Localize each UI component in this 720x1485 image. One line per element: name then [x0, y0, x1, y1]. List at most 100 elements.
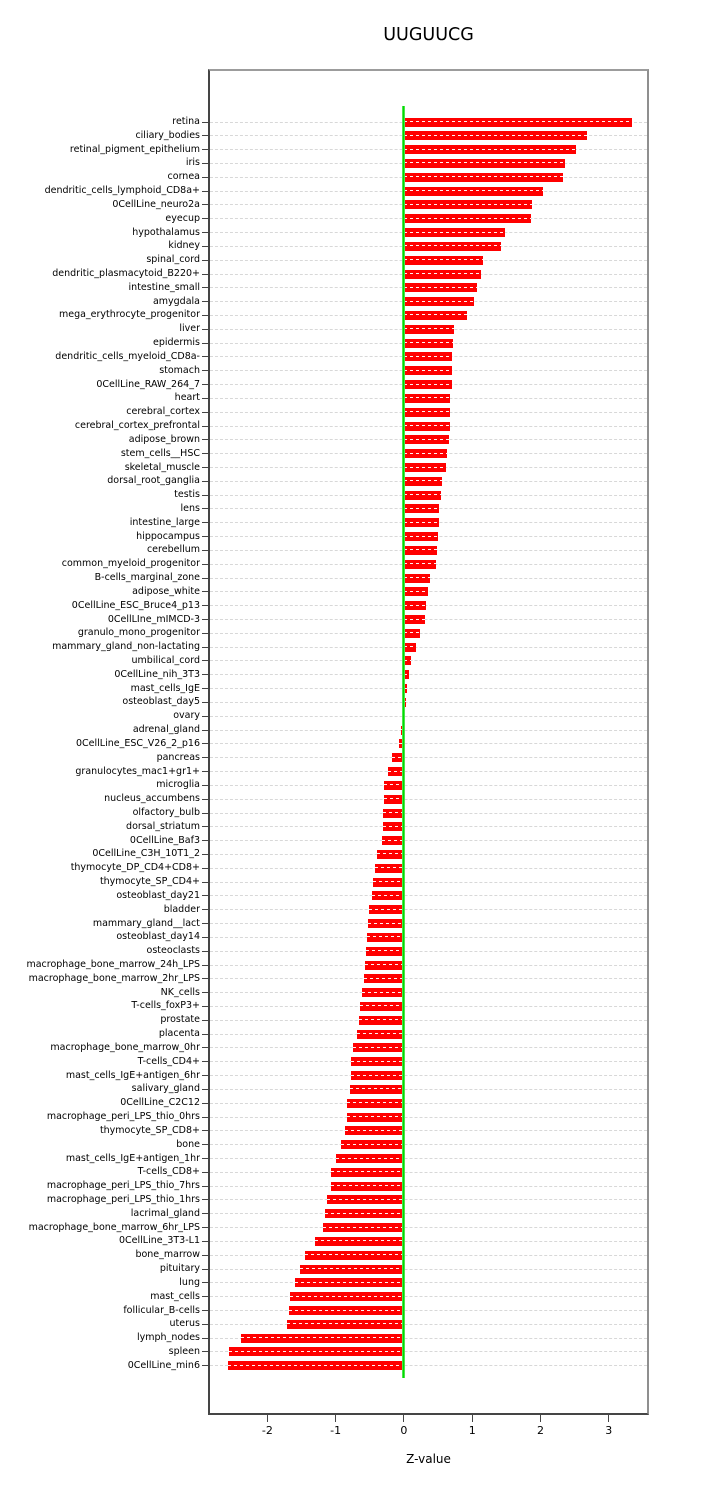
- category-label: stomach: [159, 364, 200, 376]
- bar: [347, 1098, 404, 1108]
- y-tick: [202, 812, 208, 814]
- grid-line: [210, 1337, 647, 1339]
- bar: [295, 1278, 404, 1288]
- bar: [346, 1112, 404, 1122]
- grid-line: [210, 1088, 647, 1090]
- category-label: mast_cells_IgE+antigen_1hr: [65, 1152, 200, 1164]
- x-tick: [266, 1415, 268, 1422]
- category-label: lacrimal_gland: [130, 1207, 200, 1219]
- bar: [350, 1071, 404, 1081]
- grid-line: [210, 867, 647, 869]
- category-label: thymocyte_DP_CD4+CD8+: [70, 862, 200, 874]
- bar-center-dash: [403, 632, 420, 634]
- grid-line: [210, 646, 647, 648]
- x-tick-label: -1: [330, 1424, 342, 1437]
- y-tick: [202, 1282, 208, 1284]
- category-label: T-cells_CD4+: [137, 1055, 200, 1067]
- y-tick: [202, 342, 208, 344]
- grid-line: [210, 1130, 647, 1132]
- grid-line: [210, 660, 647, 662]
- bar: [373, 877, 404, 887]
- bar-center-dash: [240, 1337, 404, 1339]
- bar-center-dash: [403, 342, 454, 344]
- x-tick-label: -2: [261, 1424, 273, 1437]
- y-tick: [202, 439, 208, 441]
- x-tick-label: 1: [468, 1424, 476, 1437]
- bar-center-dash: [387, 770, 404, 772]
- grid-line: [210, 701, 647, 703]
- y-tick: [202, 771, 208, 773]
- grid-line: [210, 743, 647, 745]
- grid-line: [210, 1310, 647, 1312]
- bar-center-dash: [295, 1281, 404, 1283]
- bar: [403, 269, 482, 279]
- grid-line: [210, 840, 647, 842]
- bar: [289, 1292, 404, 1302]
- bar-center-dash: [229, 1350, 404, 1352]
- category-label: cerebral_cortex_prefrontal: [74, 420, 200, 432]
- bar: [403, 158, 566, 168]
- bar: [403, 283, 477, 293]
- y-tick: [202, 467, 208, 468]
- bar: [403, 186, 543, 196]
- category-label: adipose_brown: [128, 433, 200, 445]
- category-label: 0CellLine_C3H_10T1_2: [92, 848, 200, 860]
- bar: [359, 1001, 404, 1011]
- bar-center-dash: [346, 1116, 404, 1118]
- category-label: pituitary: [159, 1263, 200, 1275]
- bar-center-dash: [347, 1102, 404, 1104]
- grid-line: [210, 1323, 647, 1325]
- y-tick: [202, 619, 208, 621]
- x-axis-title: Z-value: [406, 1452, 451, 1466]
- grid-line: [210, 1061, 647, 1063]
- bar-center-dash: [227, 1364, 404, 1366]
- bar-center-dash: [326, 1198, 404, 1200]
- category-label: cerebral_cortex: [126, 406, 200, 418]
- bar: [403, 532, 439, 542]
- bar-center-dash: [315, 1240, 404, 1242]
- category-label: granulocytes_mac1+gr1+: [75, 765, 200, 777]
- y-tick: [202, 798, 208, 800]
- y-tick: [202, 384, 208, 386]
- category-label: macrophage_peri_LPS_thio_0hrs: [46, 1111, 200, 1123]
- category-label: cornea: [167, 171, 200, 183]
- y-tick: [202, 328, 208, 330]
- y-tick: [202, 1047, 208, 1049]
- y-tick: [202, 494, 208, 496]
- category-label: spleen: [168, 1345, 200, 1357]
- bar-center-dash: [403, 148, 576, 150]
- category-label: mega_erythrocyte_progenitor: [58, 309, 200, 321]
- bar: [326, 1195, 404, 1205]
- category-label: dorsal_striatum: [126, 820, 200, 832]
- grid-line: [210, 812, 647, 814]
- y-tick: [202, 245, 208, 247]
- y-tick: [202, 853, 208, 855]
- category-label: mammary_gland__lact: [92, 917, 200, 929]
- bar: [403, 200, 532, 210]
- category-label: 0CellLine_neuro2a: [112, 198, 200, 210]
- bar-center-dash: [363, 977, 404, 979]
- category-label: liver: [179, 323, 200, 335]
- category-label: 0CellLine_ESC_Bruce4_p13: [71, 599, 200, 611]
- y-tick: [202, 549, 208, 551]
- bar-center-dash: [287, 1323, 404, 1325]
- bar: [387, 767, 404, 777]
- y-tick: [202, 162, 208, 164]
- y-tick: [202, 1185, 208, 1187]
- category-label: 0CellLine_ESC_V26_2_p16: [75, 737, 200, 749]
- y-tick: [202, 121, 208, 123]
- category-label: 0CellLine_C2C12: [120, 1097, 200, 1109]
- bar-center-dash: [384, 798, 404, 800]
- bar-center-dash: [403, 521, 439, 523]
- category-label: osteoblast_day21: [116, 889, 200, 901]
- bar-center-dash: [403, 563, 436, 565]
- grid-line: [210, 1116, 647, 1118]
- category-label: lymph_nodes: [137, 1332, 200, 1344]
- y-tick: [202, 563, 208, 565]
- y-tick: [202, 370, 208, 372]
- bar: [229, 1347, 404, 1357]
- bar: [403, 656, 412, 666]
- category-label: 0CellLine_Baf3: [129, 834, 200, 846]
- bar-center-dash: [403, 480, 443, 482]
- bar-center-dash: [403, 231, 505, 233]
